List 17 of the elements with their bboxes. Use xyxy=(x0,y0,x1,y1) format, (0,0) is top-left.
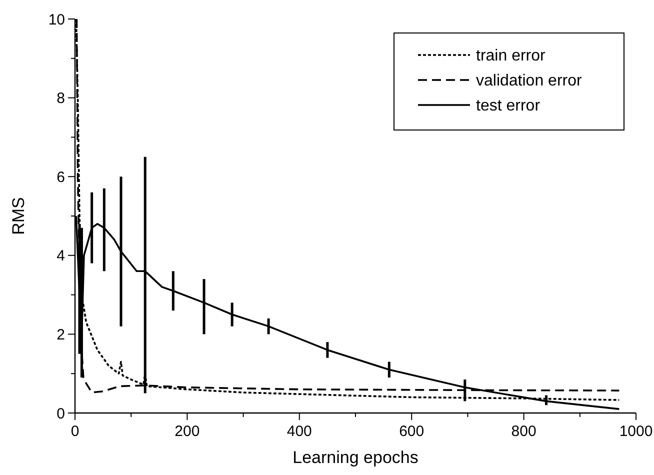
y-axis-title: RMS xyxy=(9,197,28,235)
x-tick-label: 200 xyxy=(174,423,200,440)
x-tick-label: 1000 xyxy=(619,423,653,440)
x-tick-label: 800 xyxy=(511,423,536,440)
x-axis-title: Learning epochs xyxy=(292,448,418,467)
y-tick-label: 6 xyxy=(56,168,65,186)
x-tick-label: 0 xyxy=(70,423,80,440)
y-tick-label: 8 xyxy=(56,90,65,108)
y-tick-label: 10 xyxy=(48,11,65,28)
y-tick-label: 4 xyxy=(56,248,65,265)
x-tick-label: 600 xyxy=(399,423,424,440)
y-tick-label: 0 xyxy=(56,405,65,422)
legend-label: train error xyxy=(476,48,546,65)
legend-label: test error xyxy=(476,98,541,115)
legend-label: validation error xyxy=(476,72,582,90)
y-tick-label: 2 xyxy=(56,326,65,344)
x-tick-label: 400 xyxy=(286,423,312,440)
